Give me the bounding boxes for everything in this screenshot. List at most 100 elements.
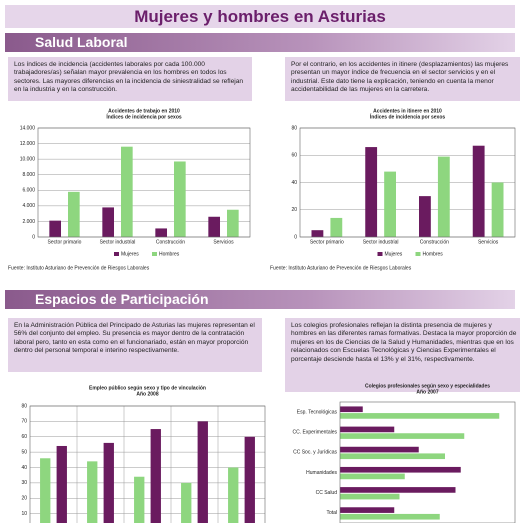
- y-tick-label: 2.000: [22, 219, 35, 225]
- section-heading: Espacios de Participación: [5, 290, 515, 309]
- y-tick-label: 0: [32, 234, 35, 240]
- chart-subtitle: Índices de incidencia por sexos: [106, 112, 182, 120]
- y-tick-label: 40: [291, 180, 297, 186]
- bar: [472, 145, 485, 237]
- y-tick-label: 10: [21, 511, 27, 517]
- y-tick-label: 30: [21, 480, 27, 486]
- y-tick-label: 60: [291, 153, 297, 159]
- section-heading: Salud Laboral: [5, 33, 515, 52]
- y-tick-label: 20: [291, 207, 297, 213]
- bar: [102, 207, 115, 237]
- x-tick-label: Servicios: [213, 239, 234, 245]
- legend-swatch: [114, 252, 119, 256]
- chart-title: Empleo público según sexo y tipo de vinc…: [89, 385, 206, 391]
- y-tick-label: 20: [21, 496, 27, 502]
- x-tick-label: Servicios: [478, 239, 499, 245]
- legend-swatch: [152, 252, 157, 256]
- y-tick-label: Esp. Tecnológicas: [297, 409, 338, 415]
- bar: [226, 209, 239, 237]
- bar: [340, 513, 440, 520]
- y-tick-label: 6.000: [22, 188, 35, 194]
- y-tick-label: CC Soc. y Jurídicas: [293, 450, 337, 456]
- y-tick-label: 40: [21, 465, 27, 471]
- y-tick-label: 60: [21, 434, 27, 440]
- source: Fuente: Instituto Asturiano de Prevenció…: [8, 265, 150, 271]
- bar: [181, 482, 192, 523]
- bar: [208, 216, 221, 237]
- bar: [40, 458, 51, 523]
- legend-label: Hombres: [423, 251, 444, 257]
- chart-title: Accidentes de trabajo en 2010: [108, 108, 180, 114]
- bar: [244, 436, 255, 523]
- y-tick-label: 50: [21, 449, 27, 455]
- x-tick-label: Construcción: [420, 239, 449, 245]
- x-tick-label: Sector industrial: [100, 239, 136, 245]
- bar: [56, 445, 67, 523]
- bar: [365, 147, 378, 237]
- bar: [173, 161, 186, 237]
- y-tick-label: 0: [294, 234, 297, 240]
- bar: [340, 426, 395, 433]
- legend-swatch: [415, 252, 421, 256]
- y-tick-label: 8.000: [22, 172, 35, 178]
- y-tick-label: 10.000: [20, 156, 36, 162]
- legend-label: Mujeres: [385, 251, 403, 257]
- chart-subtitle: Año 2008: [136, 391, 158, 397]
- x-tick-label: Sector industrial: [363, 239, 399, 245]
- bar: [340, 413, 500, 419]
- chart-subtitle: Índices de incidencia por sexos: [370, 112, 446, 120]
- x-tick-label: Construcción: [156, 239, 185, 245]
- bar: [311, 230, 324, 237]
- bar: [49, 220, 62, 237]
- bar: [155, 228, 168, 237]
- plot-frame: [339, 401, 516, 523]
- bar: [384, 171, 396, 237]
- bar: [103, 442, 114, 523]
- bar: [340, 453, 445, 460]
- bar: [419, 196, 431, 237]
- bar: [150, 429, 161, 523]
- bar: [197, 421, 208, 523]
- chart-subtitle: Año 2007: [416, 389, 438, 395]
- legend-swatch: [377, 252, 383, 256]
- plot-frame: [299, 127, 516, 238]
- x-tick-label: Sector primario: [310, 239, 344, 245]
- y-tick-label: 14.000: [20, 125, 36, 131]
- bar: [330, 217, 343, 237]
- paragraph: Los índices de incidencia (accidentes la…: [8, 57, 252, 101]
- bar: [87, 461, 98, 523]
- source: Fuente: Instituto Asturiano de Prevenció…: [270, 265, 412, 271]
- bar: [340, 487, 456, 493]
- bar: [228, 467, 239, 523]
- y-tick-label: Humanidades: [306, 470, 337, 476]
- chart-title: Colegios profesionales según sexo y espe…: [365, 383, 490, 389]
- plot-frame: [29, 405, 266, 523]
- y-tick-label: 80: [21, 403, 27, 409]
- bar: [134, 476, 145, 523]
- x-tick-label: Sector primario: [48, 239, 82, 245]
- y-tick-label: Total: [326, 510, 337, 516]
- page-title: Mujeres y hombres en Asturias: [5, 5, 515, 28]
- bar: [340, 446, 419, 453]
- paragraph: En la Administración Pública del Princip…: [8, 318, 262, 372]
- bar: [491, 182, 504, 237]
- y-tick-label: 80: [291, 125, 297, 131]
- bar: [340, 406, 363, 413]
- y-tick-label: 70: [21, 419, 27, 425]
- y-tick-label: 12.000: [20, 141, 36, 147]
- bar: [340, 433, 465, 439]
- bar: [120, 146, 133, 237]
- bar: [340, 473, 405, 480]
- bar: [340, 493, 400, 500]
- paragraph: Por el contrario, en los accidentes in i…: [285, 57, 520, 101]
- paragraph: Los colegios profesionales reflejan la d…: [285, 318, 520, 392]
- legend-label: Hombres: [159, 251, 180, 257]
- y-tick-label: CC. Experimentales: [293, 430, 338, 436]
- bar: [67, 191, 80, 237]
- bar: [340, 507, 395, 513]
- legend-label: Mujeres: [121, 251, 139, 257]
- plot-frame: [37, 127, 251, 238]
- y-tick-label: 4.000: [22, 203, 35, 209]
